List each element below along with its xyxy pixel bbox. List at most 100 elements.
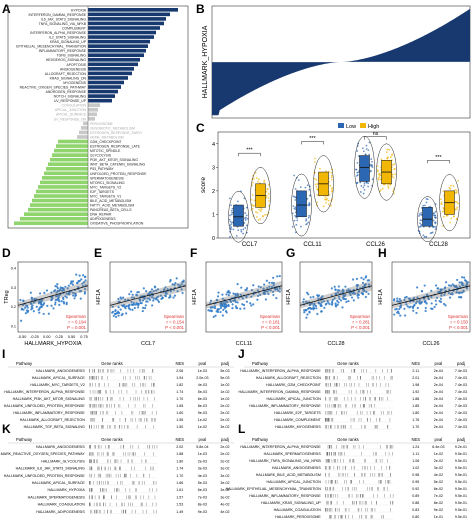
panel-c-point	[363, 188, 366, 191]
scatter-point	[128, 293, 131, 296]
scatter-point	[458, 281, 461, 284]
scatter-y-axis-label: HIF1A	[286, 289, 292, 305]
scatter-point	[436, 296, 439, 299]
gsea-nes-value: 1.50	[176, 425, 183, 429]
scatter-point	[156, 288, 160, 291]
scatter-point	[403, 298, 406, 302]
gsea-nes-value: 1.66	[176, 481, 183, 485]
panel-c-point	[256, 180, 259, 183]
scatter-point	[439, 300, 443, 303]
scatter-point	[22, 308, 25, 311]
gsea-pval-value: 6e-02	[434, 487, 443, 491]
panel-c-point	[371, 178, 374, 181]
panel-c-point	[250, 203, 253, 206]
scatter-point	[415, 311, 418, 315]
panel-c-point	[228, 218, 231, 221]
gsea-nes-value: 0.89	[412, 494, 419, 498]
scatter-stat-label: P < 0.001	[351, 325, 370, 330]
scatter-point	[239, 307, 242, 310]
panel-c-point	[359, 181, 362, 184]
scatter-point	[278, 287, 281, 290]
panel-c-point	[260, 208, 263, 211]
scatter-point	[147, 293, 150, 296]
scatter-point	[309, 296, 312, 299]
panel-c-point	[229, 227, 232, 230]
gsea-padj-value: 9.5e-01	[455, 487, 467, 491]
panel-c-point	[425, 235, 428, 238]
scatter-point	[130, 300, 133, 304]
panel-a-bar	[88, 12, 170, 17]
panel-b-waterfall-chart: HALLMARK_HYPOXIA	[202, 5, 471, 119]
panel-a-bar	[88, 21, 164, 26]
scatter-point	[144, 304, 147, 307]
panel-c-point	[308, 202, 311, 204]
scatter-point	[180, 283, 183, 286]
scatter-point	[61, 289, 64, 292]
scatter-point	[124, 298, 127, 301]
panel-a-category-label: INFLAMMATORY_RESPONSE	[39, 49, 87, 53]
panel-c-point	[356, 150, 359, 152]
panel-c-point	[428, 226, 431, 228]
gsea-pval-value: 2e-04	[434, 397, 443, 401]
scatter-point	[393, 313, 396, 316]
scatter-point	[455, 291, 458, 294]
gsea-padj-value: 9.5e-01	[455, 473, 467, 477]
gsea-padj-value: 1e-02	[220, 383, 229, 387]
gsea-pval-value: 7e-03	[198, 495, 207, 499]
panel-a-category-label: ANDROGEN_RESPONSE	[46, 90, 87, 94]
scatter-point	[39, 306, 42, 309]
panel-c-point	[295, 223, 298, 226]
scatter-point	[122, 296, 125, 299]
scatter-point	[56, 294, 59, 298]
panel-label-j: J	[238, 347, 245, 361]
panel-c-y-tick-label: 0	[212, 236, 215, 242]
scatter-point	[414, 302, 418, 305]
gsea-nes-value: 1.98	[412, 383, 419, 387]
scatter-stat-label: r = 0.150	[451, 320, 469, 325]
panel-c-point	[379, 188, 382, 191]
scatter-point	[156, 299, 159, 302]
panel-a-bar	[44, 171, 88, 176]
scatter-point	[177, 283, 180, 286]
scatter-point	[424, 300, 427, 303]
panel-a-bar	[24, 212, 88, 217]
scatter-point	[142, 287, 145, 290]
panel-c-point	[367, 149, 370, 152]
scatter-point	[278, 274, 281, 278]
gsea-padj-value: 3e-02	[220, 488, 229, 492]
scatter-point	[61, 286, 64, 290]
scatter-point	[269, 289, 272, 292]
scatter-point	[272, 281, 275, 285]
scatter-frame	[299, 261, 373, 333]
gsea-nes-value: 1.24	[412, 445, 419, 449]
panel-label-c: C	[196, 121, 205, 135]
panel-a-category-label: PANCREAS_BETA_CELLS	[90, 208, 132, 212]
scatter-point	[272, 276, 275, 279]
panel-c-y-tick-label: 4	[212, 142, 215, 148]
gsea-pval-value: 2e-04	[434, 369, 443, 373]
scatter-point	[334, 288, 337, 292]
panel-c-point	[449, 188, 452, 190]
gsea-pathway-label: HALLMARK_IL6_JAK_STAT3_SIGNALING	[16, 467, 85, 471]
scatter-point	[316, 312, 319, 316]
panel-c-point	[433, 212, 436, 215]
scatter-point	[66, 287, 69, 290]
scatter-point	[264, 298, 267, 301]
panel-a-bar	[88, 85, 121, 89]
panel-a-bar	[88, 8, 178, 12]
panel-a-category-label: ADIPOGENESIS	[90, 217, 116, 221]
scatter-point	[403, 314, 407, 317]
scatter-point	[307, 293, 310, 296]
panel-b-y-axis-label: HALLMARK_HYPOXIA	[202, 25, 209, 98]
panel-c-point	[376, 169, 379, 172]
panel-a-bar	[46, 166, 88, 171]
gsea-pathway-label: HALLMARK_PI3K_AKT_MTOR_SIGNALING	[13, 397, 85, 401]
panel-c-point	[371, 160, 373, 163]
panel-c-point	[262, 215, 264, 218]
panel-a-category-label: ALLOGRAFT_REJECTION	[45, 72, 87, 76]
gsea-pval-value: 2e-02	[434, 459, 443, 463]
scatter-point	[333, 285, 336, 288]
scatter-point	[362, 289, 365, 292]
panel-a-category-label: E2F_TARGETS	[90, 190, 115, 194]
panel-c-point	[293, 174, 296, 177]
